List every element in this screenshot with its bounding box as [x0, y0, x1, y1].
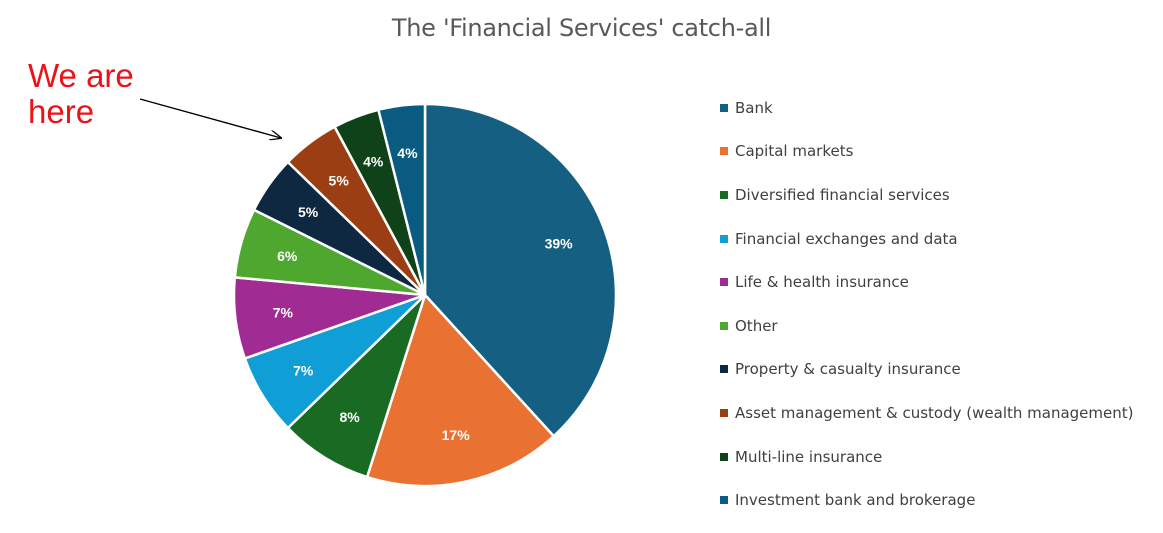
legend-swatch	[720, 234, 728, 243]
annotation-line-1: We are	[28, 57, 134, 94]
legend-item: Investment bank and brokerage	[720, 478, 1133, 522]
legend-label: Life & health insurance	[735, 273, 909, 292]
pie-data-label: 4%	[397, 145, 418, 161]
pie-data-label: 7%	[293, 362, 314, 378]
legend-item: Other	[720, 304, 1133, 348]
legend-label: Diversified financial services	[735, 185, 950, 204]
pie-data-label: 39%	[545, 235, 574, 251]
pie-data-label: 5%	[298, 204, 319, 220]
legend-item: Property & casualty insurance	[720, 348, 1133, 392]
legend-swatch	[720, 103, 728, 112]
legend-label: Asset management & custody (wealth manag…	[735, 403, 1134, 422]
legend-swatch	[720, 365, 728, 374]
legend-label: Financial exchanges and data	[735, 229, 958, 248]
legend-label: Other	[735, 316, 778, 335]
annotation-line-2: here	[28, 93, 95, 130]
legend-swatch	[720, 147, 728, 156]
pie-data-label: 5%	[329, 173, 350, 189]
pie-slice-diversified-financial-services	[286, 293, 427, 479]
legend-item: Bank	[720, 86, 1133, 130]
legend-item: Multi-line insurance	[720, 435, 1133, 479]
legend-item: Financial exchanges and data	[720, 217, 1133, 261]
legend-swatch	[720, 190, 728, 199]
legend-label: Multi-line insurance	[735, 447, 883, 466]
pie-slice-bank	[423, 102, 618, 438]
legend-item: Life & health insurance	[720, 260, 1133, 304]
pie-data-label: 4%	[363, 153, 384, 169]
annotation-callout: We are here	[28, 58, 134, 130]
pie-slice-investment-bank-and-brokerage	[377, 102, 427, 297]
legend-swatch	[720, 278, 728, 287]
pie-slices	[232, 102, 618, 488]
pie-data-label: 6%	[277, 248, 298, 264]
pie-data-label: 8%	[339, 409, 360, 425]
legend-item: Capital markets	[720, 130, 1133, 174]
legend-label: Capital markets	[735, 142, 854, 161]
pie-data-label: 17%	[442, 427, 471, 443]
legend-label: Investment bank and brokerage	[735, 491, 976, 510]
legend-swatch	[720, 321, 728, 330]
legend-swatch	[720, 408, 728, 417]
pie-data-label: 7%	[273, 305, 294, 321]
legend-label: Bank	[735, 98, 773, 117]
pie-slice-labels: 39% 17% 8% 7% 7% 6% 5% 5% 4% 4%	[273, 145, 573, 443]
legend-swatch	[720, 496, 728, 505]
legend-item: Asset management & custody (wealth manag…	[720, 391, 1133, 435]
legend-item: Diversified financial services	[720, 173, 1133, 217]
chart-legend: Bank Capital markets Diversified financial…	[720, 86, 1133, 522]
legend-swatch	[720, 452, 728, 461]
legend-label: Property & casualty insurance	[735, 360, 961, 379]
annotation-arrow	[139, 98, 281, 138]
chart-title: The 'Financial Services' catch-all	[391, 14, 772, 42]
pie-slice-capital-markets	[365, 293, 555, 488]
